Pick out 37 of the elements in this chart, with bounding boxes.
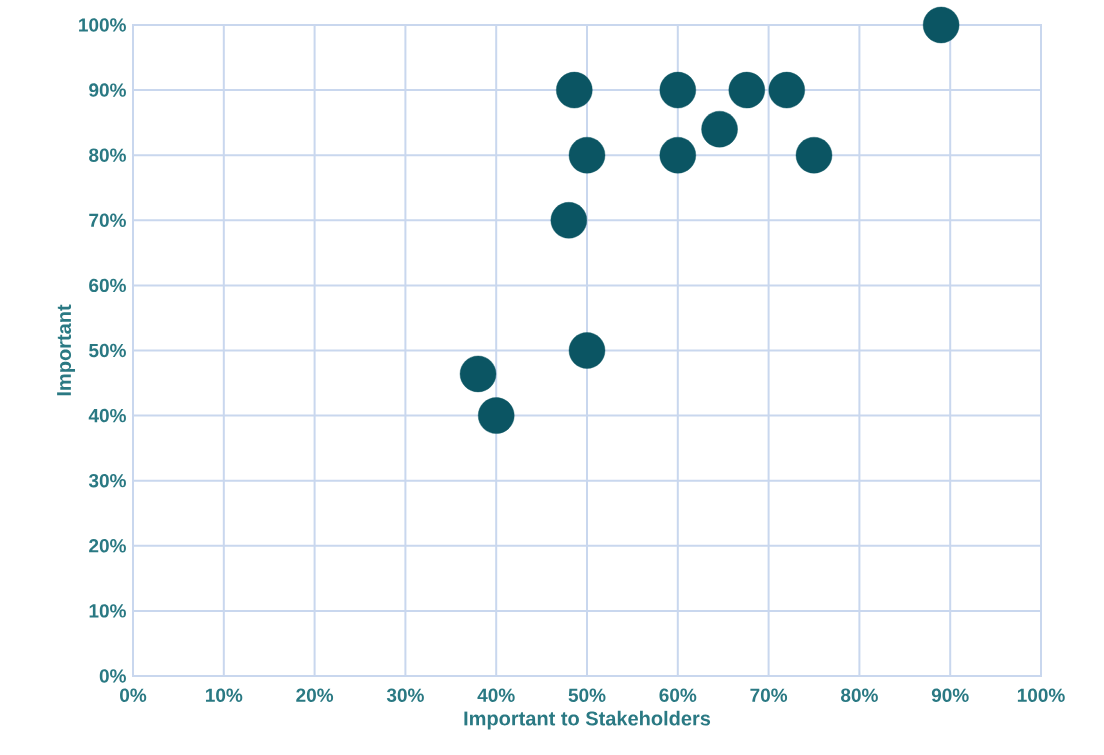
y-tick-label: 90% xyxy=(89,83,126,97)
y-axis-title: Important xyxy=(57,304,76,396)
x-tick-label: 80% xyxy=(840,688,878,702)
y-tick-label: 60% xyxy=(89,278,126,293)
x-tick-label: 60% xyxy=(659,688,697,702)
y-tick-label: 10% xyxy=(89,604,126,618)
x-tick-label: 30% xyxy=(386,688,424,702)
y-tick-label: 0% xyxy=(99,669,126,683)
point xyxy=(701,110,738,148)
x-tick-label: 20% xyxy=(296,688,334,702)
point xyxy=(550,202,588,239)
point xyxy=(568,136,606,174)
x-tick-label: 90% xyxy=(931,688,969,702)
point xyxy=(459,355,497,393)
point xyxy=(728,71,766,109)
y-tick-label: 80% xyxy=(89,148,126,162)
y-tick-label: 30% xyxy=(88,473,126,488)
y-tick-label: 20% xyxy=(89,539,126,553)
point xyxy=(659,136,696,174)
x-tick-label: 0% xyxy=(120,688,147,702)
point xyxy=(568,332,606,369)
point xyxy=(768,71,805,109)
x-tick-label: 70% xyxy=(750,688,788,702)
y-tick-label: 70% xyxy=(89,213,126,228)
x-tick-label: 50% xyxy=(568,688,606,702)
point xyxy=(795,136,833,174)
point xyxy=(478,397,515,434)
point xyxy=(659,71,696,109)
y-tick-label: 40% xyxy=(88,408,126,423)
x-axis-title: Important to Stakeholders xyxy=(464,710,711,730)
point xyxy=(922,6,960,44)
x-tick-label: 40% xyxy=(477,688,515,702)
y-tick-label: 50% xyxy=(89,343,126,358)
point xyxy=(556,71,593,109)
x-tick-label: 100% xyxy=(1017,688,1065,702)
y-tick-label: 100% xyxy=(79,18,126,32)
x-tick-label: 10% xyxy=(205,688,243,702)
